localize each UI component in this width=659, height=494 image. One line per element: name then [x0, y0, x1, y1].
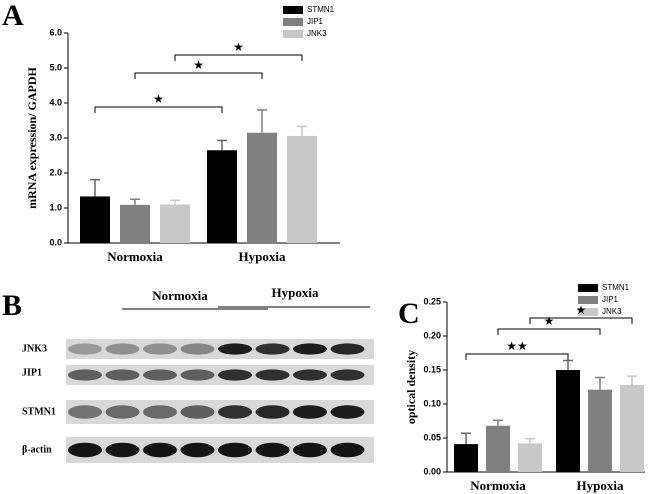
row-label: JNK3: [22, 343, 47, 354]
significance-label: ★★: [506, 339, 528, 353]
y-axis-label: optical density: [404, 350, 418, 424]
blot-band: [68, 405, 102, 419]
blot-band: [180, 369, 215, 381]
row-label: β-actin: [22, 444, 52, 455]
legend-swatch: [283, 30, 303, 38]
significance-bracket: [94, 106, 223, 113]
blot-band: [293, 369, 327, 381]
blot-band: [330, 369, 365, 381]
blot-band: [105, 442, 140, 458]
blot-band: [255, 442, 290, 458]
x-tick-label: Normoxia: [470, 478, 526, 493]
blot-band: [293, 442, 327, 458]
y-tick-label: 0.15: [423, 364, 441, 374]
legend-label: STMN1: [307, 5, 335, 14]
legend-label: JNK3: [602, 307, 622, 316]
legend-swatch: [283, 18, 303, 26]
panel-label: C: [398, 297, 420, 330]
y-tick-label: 0.0: [49, 237, 62, 247]
y-tick-label: 2.0: [49, 167, 62, 177]
western-blot: Normoxia Hypoxia JNK3 JIP1 STMN1 β-actin: [22, 285, 374, 463]
legend-swatch: [578, 296, 598, 304]
blot-band: [330, 442, 365, 458]
blot-band: [330, 343, 365, 355]
bar: [454, 444, 478, 472]
blot-band: [143, 442, 177, 458]
blot-band: [105, 343, 140, 355]
significance-label: ★: [193, 58, 204, 72]
blot-band: [180, 442, 215, 458]
x-tick-label: Normoxia: [107, 249, 163, 264]
y-tick-label: 4.0: [49, 97, 62, 107]
blot-band: [105, 369, 140, 381]
y-tick-label: 0.25: [423, 296, 441, 306]
panel-label: B: [2, 289, 22, 322]
bar: [486, 425, 510, 472]
legend-label: STMN1: [602, 283, 630, 292]
legend-label: JIP1: [602, 295, 619, 304]
blot-band: [218, 442, 252, 458]
y-tick-label: 6.0: [49, 27, 62, 37]
group-label: Normoxia: [152, 288, 208, 303]
blot-band: [293, 343, 327, 355]
blot-band: [105, 405, 140, 419]
blot-band: [68, 442, 102, 458]
legend-label: JNK3: [307, 29, 327, 38]
blot-band: [218, 369, 252, 381]
x-tick-label: Hypoxia: [239, 249, 286, 264]
y-tick-label: 0.00: [423, 466, 441, 476]
y-tick-label: 0.20: [423, 330, 441, 340]
legend-swatch: [578, 284, 598, 292]
significance-label: ★: [576, 303, 587, 317]
y-tick-label: 0.10: [423, 398, 441, 408]
significance-bracket: [134, 72, 263, 79]
bar: [80, 196, 110, 243]
significance-bracket: [497, 328, 601, 335]
significance-bracket: [529, 317, 633, 324]
legend-label: JIP1: [307, 17, 324, 26]
blot-band: [255, 343, 290, 355]
blot-band: [143, 405, 177, 419]
y-tick-label: 3.0: [49, 132, 62, 142]
blot-band: [143, 343, 177, 355]
blot-band: [218, 343, 252, 355]
y-axis-label: mRNA expression/ GAPDH: [25, 66, 39, 208]
row-label: STMN1: [22, 406, 56, 417]
blot-band: [293, 405, 327, 419]
legend-swatch: [283, 6, 303, 14]
x-tick-label: Hypoxia: [577, 478, 624, 493]
bar: [518, 443, 542, 472]
bar: [556, 370, 580, 472]
blot-band: [143, 369, 177, 381]
y-tick-label: 0.05: [423, 432, 441, 442]
legend-swatch: [578, 308, 598, 316]
y-tick-label: 5.0: [49, 62, 62, 72]
bar: [620, 384, 644, 472]
blot-band: [330, 405, 365, 419]
blot-band: [255, 405, 290, 419]
bar: [207, 150, 237, 243]
blot-band: [68, 343, 102, 355]
blot-band: [180, 405, 215, 419]
panel-label: A: [2, 0, 24, 32]
bar: [588, 389, 612, 472]
y-tick-label: 1.0: [49, 202, 62, 212]
significance-bracket: [174, 54, 303, 61]
significance-label: ★: [153, 92, 164, 106]
row-label: JIP1: [22, 367, 42, 378]
significance-label: ★: [544, 314, 555, 328]
significance-bracket: [465, 353, 569, 360]
blot-band: [68, 369, 102, 381]
bar: [160, 204, 190, 243]
group-label: Hypoxia: [272, 285, 319, 300]
bar: [120, 204, 150, 243]
blot-band: [180, 343, 215, 355]
blot-band: [255, 369, 290, 381]
blot-band: [218, 405, 252, 419]
bar: [247, 132, 277, 243]
bar: [287, 135, 317, 243]
significance-label: ★: [233, 40, 244, 54]
